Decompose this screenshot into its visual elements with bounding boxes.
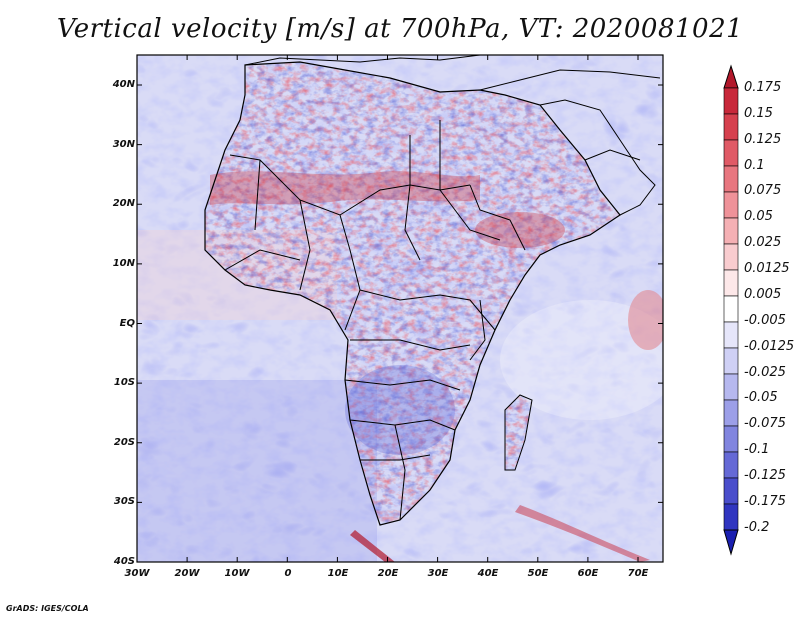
- colorbar-label: -0.125: [744, 468, 786, 483]
- lat-label-10n: 10N: [112, 258, 135, 269]
- colorbar-label: -0.2: [744, 520, 770, 535]
- country-borders: [204, 55, 661, 526]
- colorbar-label: 0.075: [744, 183, 782, 198]
- colorbar-label: -0.05: [744, 390, 778, 405]
- colorbar-label: 0.0125: [744, 261, 790, 276]
- lat-label-30n: 30N: [112, 139, 135, 150]
- credit-text: GrADS: IGES/COLA: [6, 604, 89, 613]
- lon-label-40e: 40E: [477, 568, 499, 579]
- colorbar-swatch: [723, 451, 739, 479]
- colorbar-label: -0.075: [744, 416, 786, 431]
- colorbar-label: 0.125: [744, 132, 782, 147]
- colorbar-label: 0.15: [744, 106, 773, 121]
- colorbar-label: 0.005: [744, 287, 782, 302]
- colorbar: [723, 64, 739, 556]
- lon-label-30w: 30W: [124, 568, 150, 579]
- colorbar-swatch: [723, 503, 739, 531]
- lon-label-70e: 70E: [627, 568, 649, 579]
- colorbar-swatch: [723, 347, 739, 375]
- colorbar-swatch: [723, 87, 739, 115]
- lat-label-20n: 20N: [112, 198, 135, 209]
- lon-label-0: 0: [284, 568, 292, 579]
- lat-label-30s: 30S: [113, 496, 135, 507]
- field-layer: [137, 55, 663, 562]
- map-title: Vertical velocity [m/s] at 700hPa, VT: 2…: [56, 14, 744, 44]
- axis-ticks: [136, 55, 663, 563]
- lon-label-60e: 60E: [577, 568, 599, 579]
- colorbar-swatch: [723, 217, 739, 245]
- lat-label-40s: 40S: [113, 556, 135, 567]
- lon-label-20w: 20W: [174, 568, 200, 579]
- lat-label-40n: 40N: [112, 79, 135, 90]
- lon-label-20e: 20E: [377, 568, 399, 579]
- colorbar-bottom-arrow: [723, 529, 739, 556]
- colorbar-swatch: [723, 477, 739, 505]
- colorbar-swatch: [723, 269, 739, 297]
- lat-label-20s: 20S: [113, 437, 135, 448]
- lon-label-10e: 10E: [327, 568, 349, 579]
- colorbar-label: 0.175: [744, 80, 782, 95]
- colorbar-swatch: [723, 321, 739, 349]
- colorbar-label: -0.005: [744, 313, 786, 328]
- colorbar-label: 0.1: [744, 158, 765, 173]
- colorbar-top-arrow: [723, 64, 739, 89]
- colorbar-swatch: [723, 165, 739, 193]
- colorbar-swatch: [723, 373, 739, 401]
- colorbar-swatch: [723, 295, 739, 323]
- lat-label-10s: 10S: [113, 377, 135, 388]
- colorbar-label: -0.025: [744, 365, 786, 380]
- colorbar-swatch: [723, 113, 739, 141]
- lon-label-50e: 50E: [527, 568, 549, 579]
- colorbar-label: -0.175: [744, 494, 786, 509]
- lat-label-eq: EQ: [119, 318, 135, 329]
- colorbar-swatch: [723, 139, 739, 167]
- lon-label-10w: 10W: [224, 568, 250, 579]
- colorbar-swatch: [723, 243, 739, 271]
- lon-label-30e: 30E: [427, 568, 449, 579]
- colorbar-label: 0.025: [744, 235, 782, 250]
- colorbar-swatch: [723, 399, 739, 427]
- colorbar-label: -0.0125: [744, 339, 795, 354]
- colorbar-swatch: [723, 425, 739, 453]
- colorbar-label: -0.1: [744, 442, 770, 457]
- colorbar-swatch: [723, 191, 739, 219]
- colorbar-label: 0.05: [744, 209, 773, 224]
- plot-frame: [136, 54, 664, 563]
